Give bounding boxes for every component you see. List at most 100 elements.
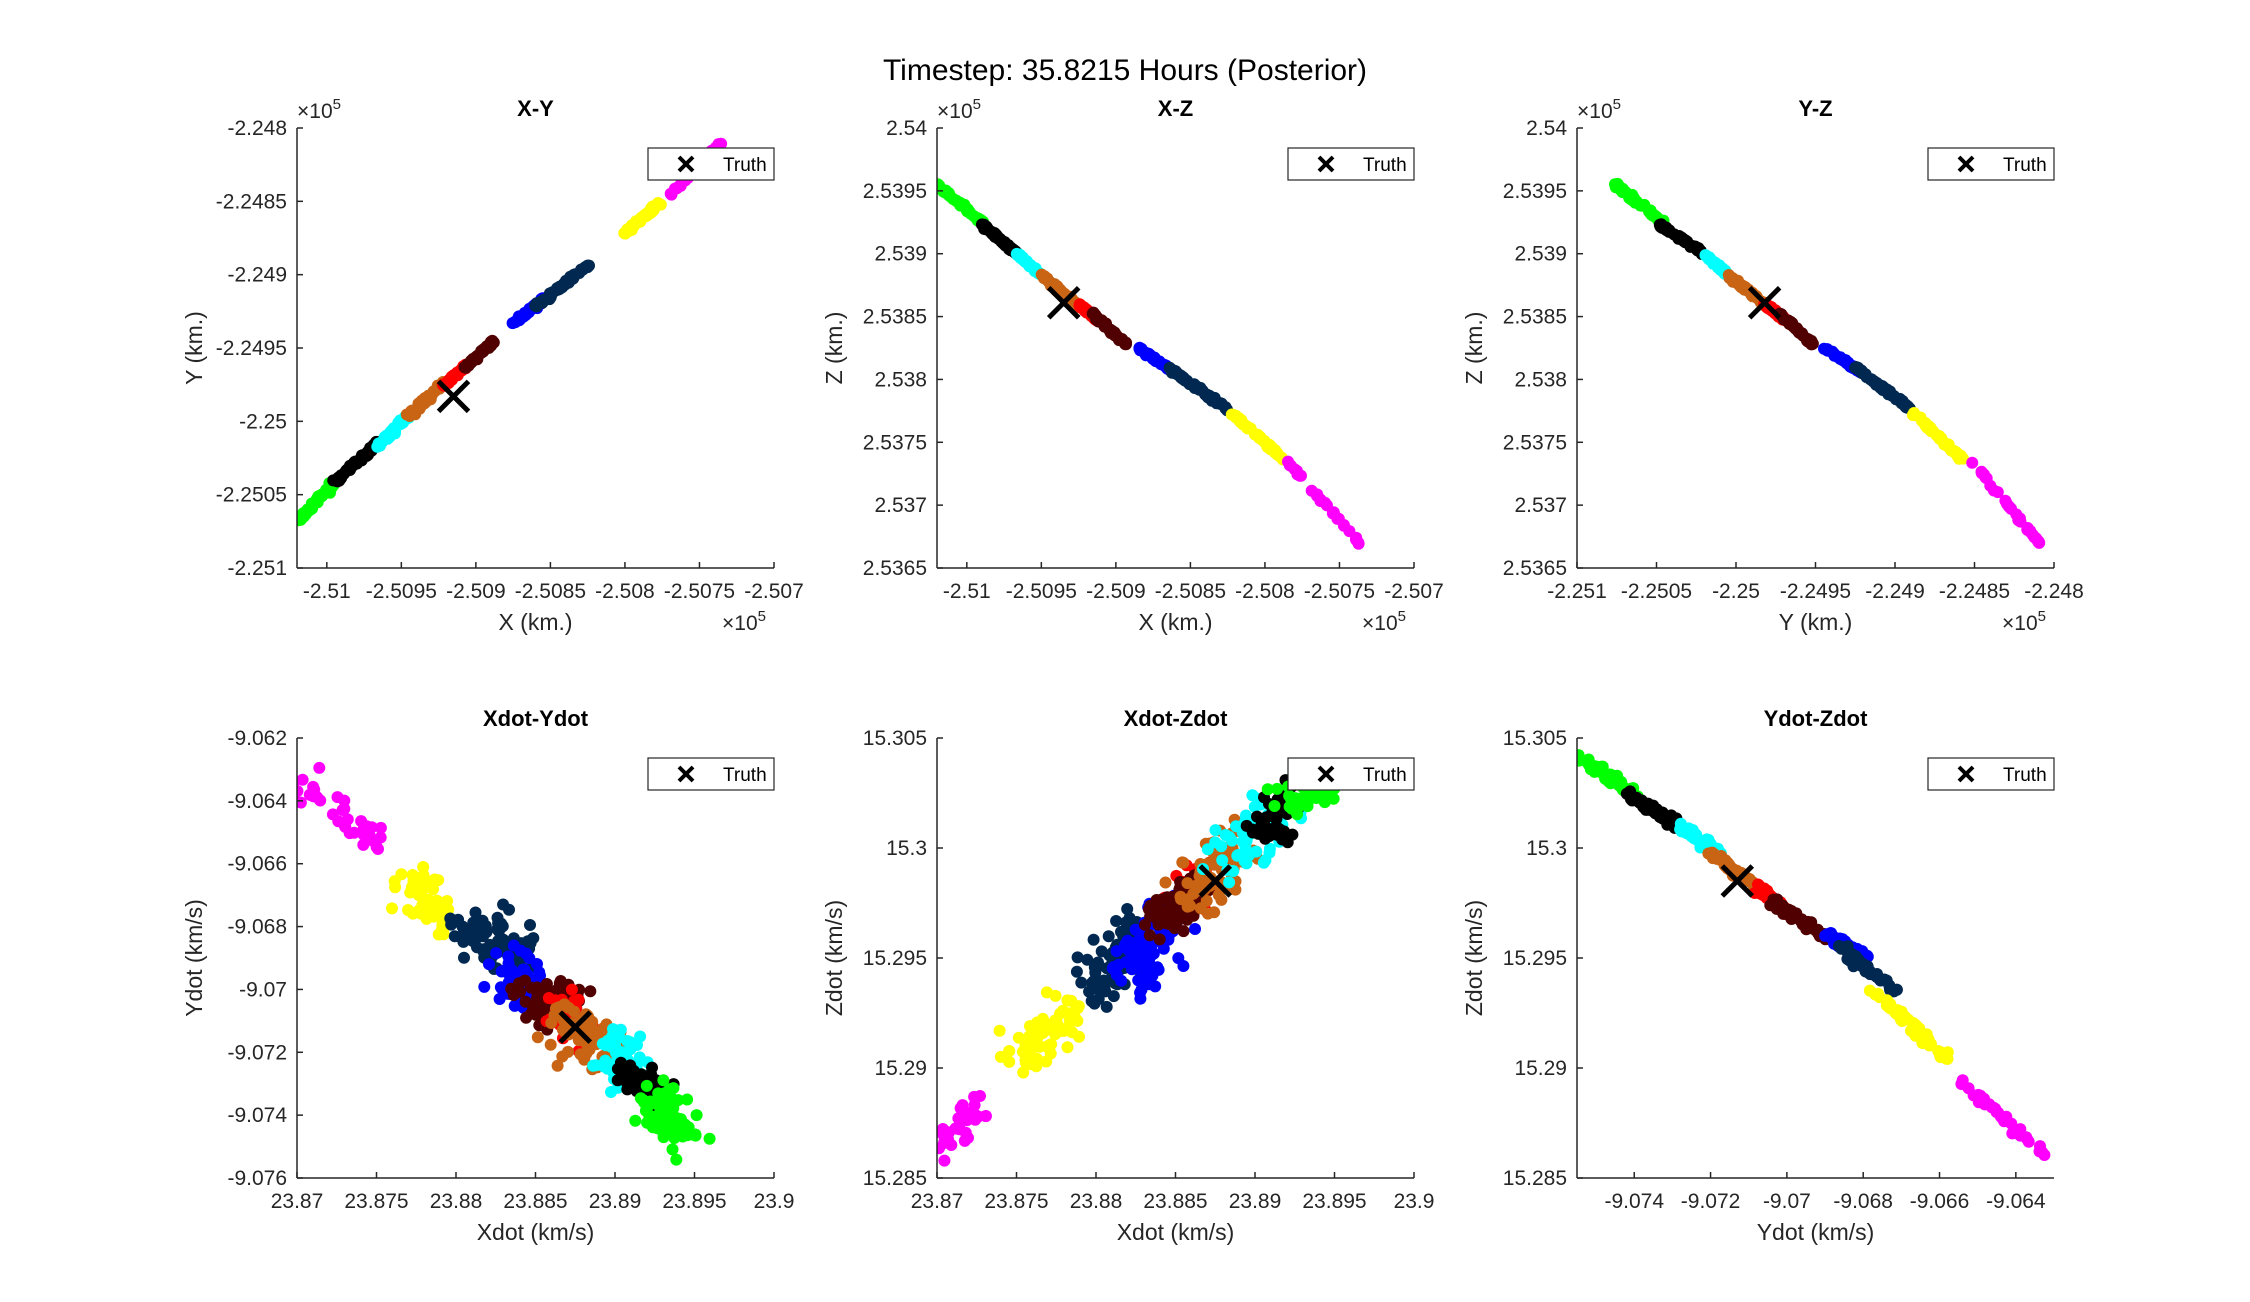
point-magenta (956, 1099, 969, 1112)
point-navy (1070, 965, 1083, 978)
point-maroon (519, 995, 532, 1008)
y-tick-label: -9.066 (227, 853, 287, 876)
point-yellow (427, 883, 439, 896)
point-navy (1123, 912, 1136, 924)
point-green (1604, 777, 1617, 790)
truth-marker (1198, 864, 1233, 898)
x-axis-label: X (km.) (1138, 609, 1212, 635)
point-yellow (1911, 1023, 1924, 1036)
x-axis-label: Ydot (km/s) (1757, 1219, 1875, 1245)
point-yellow (994, 1050, 1007, 1063)
y-tick-label: -9.072 (227, 1041, 287, 1064)
point-yellow (1918, 1031, 1931, 1044)
point-navy (484, 938, 496, 951)
point-maroon (1161, 904, 1174, 917)
point-black (626, 1076, 639, 1088)
x-tick-label: -2.509 (1086, 580, 1146, 603)
point-black (1273, 823, 1286, 836)
point-green (1625, 193, 1638, 206)
point-green (1638, 198, 1651, 211)
point-yellow (406, 881, 418, 894)
y-tick-label: -2.251 (227, 557, 287, 580)
point-navy (530, 300, 543, 313)
x-tick-label: 23.9 (754, 1190, 795, 1213)
point-black (976, 218, 988, 231)
point-navy (1857, 961, 1870, 973)
point-magenta (1974, 1091, 1987, 1104)
panel-title: Xdot-Ydot (483, 706, 589, 731)
point-green (1612, 182, 1625, 194)
point-yellow (1880, 995, 1893, 1008)
scatter-points (297, 761, 716, 1166)
y-tick-label: 2.5395 (1503, 180, 1567, 203)
point-green (1289, 792, 1302, 805)
point-maroon (1800, 921, 1813, 934)
point-maroon (531, 991, 544, 1004)
legend-label: Truth (723, 765, 767, 786)
x-tick-label: -2.509 (446, 580, 506, 603)
point-yellow (1073, 1030, 1085, 1043)
point-navy (1899, 400, 1912, 413)
x-tick-label: -2.5075 (664, 580, 735, 603)
point-blue (1139, 347, 1152, 360)
y-tick-label: 2.5375 (1503, 431, 1567, 454)
point-blue (1834, 353, 1847, 366)
point-navy (1081, 953, 1094, 966)
point-yellow (432, 874, 445, 887)
point-blue (1189, 923, 1201, 935)
point-navy (1097, 974, 1110, 987)
y-tick-label: 2.538 (874, 368, 927, 391)
y-tick-label: 2.5365 (1503, 557, 1567, 580)
y-tick-label: 2.54 (1526, 117, 1567, 140)
point-maroon (1777, 312, 1790, 325)
point-blue (1129, 923, 1142, 936)
x-axis-label: Y (km.) (1779, 609, 1853, 635)
y-tick-label: -2.249 (227, 264, 287, 287)
point-green (1582, 753, 1595, 766)
point-navy (1092, 956, 1104, 969)
x-tick-label: -9.072 (1681, 1190, 1741, 1213)
point-orange (544, 1038, 557, 1051)
point-yellow (1065, 994, 1078, 1007)
point-yellow (1863, 984, 1876, 997)
point-green (681, 1093, 694, 1106)
point-orange (531, 1031, 544, 1044)
point-magenta (1956, 1074, 1969, 1087)
point-orange (568, 1005, 580, 1018)
point-maroon (1144, 899, 1157, 912)
point-magenta (961, 1114, 974, 1127)
point-cyan (607, 1023, 619, 1036)
figure-title: Timestep: 35.8215 Hours (Posterior) (883, 54, 1367, 87)
point-green (667, 1082, 680, 1095)
legend: Truth (1927, 147, 2055, 181)
point-red (565, 983, 578, 996)
y-tick-label: 2.538 (1514, 368, 1567, 391)
y-axis-label: Zdot (km/s) (1461, 900, 1487, 1016)
point-magenta (2013, 512, 2026, 525)
point-yellow (644, 206, 657, 219)
y-tick-label: 15.29 (874, 1057, 927, 1080)
point-black (1650, 803, 1663, 816)
point-green (1271, 782, 1284, 795)
point-yellow (389, 881, 402, 894)
x-tick-label: -9.068 (1833, 1190, 1893, 1213)
point-blue (495, 982, 508, 995)
point-magenta (367, 835, 380, 848)
point-cyan (621, 1035, 634, 1047)
panel-title: X-Z (1158, 96, 1193, 121)
y-tick-label: -9.064 (227, 790, 287, 813)
point-navy (472, 916, 485, 929)
point-navy (1869, 968, 1882, 981)
x-tick-label: 23.88 (430, 1190, 483, 1213)
point-yellow (1019, 1039, 1032, 1052)
y-tick-label: 15.305 (863, 727, 927, 750)
point-blue (531, 958, 543, 970)
point-blue (1138, 973, 1151, 986)
panel-title: Y-Z (1798, 96, 1832, 121)
point-orange (1177, 856, 1190, 869)
point-magenta (297, 773, 309, 786)
truth-marker (1046, 285, 1081, 320)
point-black (1246, 826, 1259, 839)
legend-label: Truth (1363, 765, 1407, 786)
